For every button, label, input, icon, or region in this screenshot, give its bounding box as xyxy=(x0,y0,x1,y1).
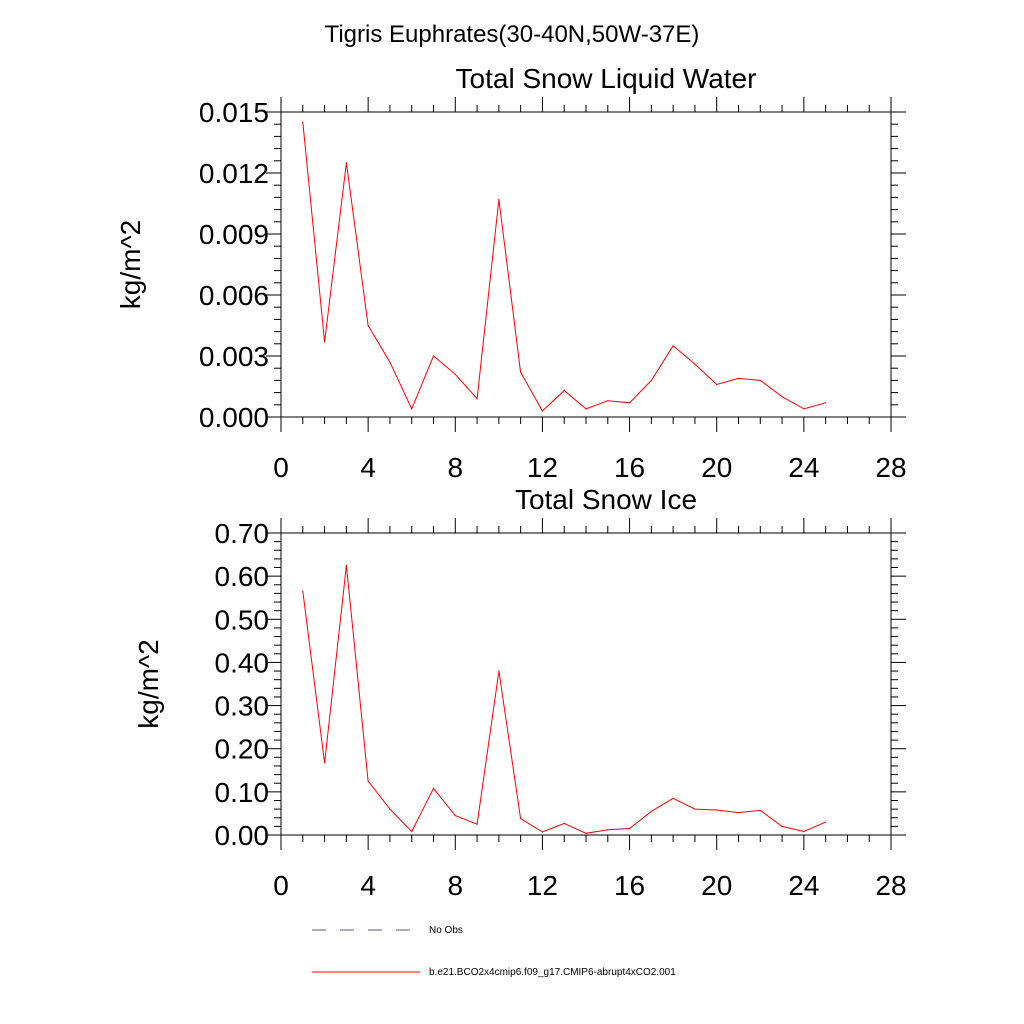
data-point xyxy=(389,361,391,363)
chart-title: Total Snow Ice xyxy=(515,484,697,515)
x-tick-label: 4 xyxy=(360,870,376,901)
y-tick-label: 0.000 xyxy=(199,402,269,433)
x-tick-label: 12 xyxy=(527,452,558,483)
data-point xyxy=(803,408,805,410)
panel-snow-liquid-water: Total Snow Liquid Water kg/m^2 0 4 8 12 16 20… xyxy=(115,63,907,483)
data-point xyxy=(476,823,478,825)
data-point xyxy=(432,355,435,357)
x-tick-label: 12 xyxy=(527,870,558,901)
data-point xyxy=(694,808,696,810)
x-tick-label: 0 xyxy=(273,452,289,483)
data-point xyxy=(432,787,435,790)
data-point xyxy=(825,821,827,823)
x-tick-label: 4 xyxy=(360,452,376,483)
legend: No Obs b.e21.BCO2x4cmip6.f09_g17.CMIP6-a… xyxy=(312,925,676,978)
y-tick-label: 0.009 xyxy=(199,219,269,250)
data-point xyxy=(672,797,674,799)
data-point xyxy=(628,402,631,404)
y-tick-label: 0.60 xyxy=(215,561,270,592)
y-tick-label: 0.003 xyxy=(199,341,269,372)
data-point xyxy=(607,400,609,402)
data-point xyxy=(585,408,587,410)
y-axis-label: kg/m^2 xyxy=(115,220,146,309)
data-point xyxy=(737,377,740,379)
y-tick-label: 0.006 xyxy=(199,280,269,311)
data-point xyxy=(302,590,304,592)
data-point xyxy=(803,830,805,833)
y-tick-label: 0.012 xyxy=(199,158,269,189)
data-point xyxy=(345,564,347,566)
x-tick-label: 0 xyxy=(273,870,289,901)
y-tick-label: 0.10 xyxy=(215,777,270,808)
data-point xyxy=(672,345,674,347)
data-point xyxy=(563,389,565,392)
y-axis-label: kg/m^2 xyxy=(133,639,164,728)
data-point xyxy=(759,379,761,381)
x-tick-label: 16 xyxy=(614,870,645,901)
data-point xyxy=(585,832,587,834)
chart-title: Total Snow Liquid Water xyxy=(456,63,757,94)
x-tick-label: 8 xyxy=(447,452,463,483)
x-tick-label: 28 xyxy=(875,870,906,901)
plot-frame xyxy=(280,111,892,418)
data-point xyxy=(498,670,500,672)
y-tick-label: 0.30 xyxy=(215,691,270,722)
data-point xyxy=(781,396,783,398)
data-point xyxy=(454,373,456,375)
x-tick-label: 28 xyxy=(875,452,906,483)
x-tick-label: 24 xyxy=(788,452,819,483)
y-tick-label: 0.50 xyxy=(215,604,270,635)
data-point xyxy=(302,121,304,123)
data-point xyxy=(520,371,522,373)
data-point xyxy=(389,808,391,810)
data-point xyxy=(737,811,740,814)
x-tick-label: 20 xyxy=(701,870,732,901)
x-tick-label: 20 xyxy=(701,452,732,483)
data-point xyxy=(716,809,718,811)
data-point xyxy=(716,383,718,386)
data-point xyxy=(825,402,827,404)
data-point xyxy=(454,814,456,817)
data-point xyxy=(498,198,500,201)
y-tick-label: 0.00 xyxy=(215,820,270,851)
y-tick-label: 0.015 xyxy=(199,97,269,128)
data-point xyxy=(541,831,544,833)
x-tick-label: 8 xyxy=(447,870,463,901)
data-point xyxy=(323,341,326,343)
data-point xyxy=(345,162,347,164)
legend-label-model: b.e21.BCO2x4cmip6.f09_g17.CMIP6-abrupt4x… xyxy=(429,967,676,978)
series-line xyxy=(302,565,826,834)
data-point xyxy=(694,363,696,365)
data-point xyxy=(781,825,783,827)
data-point xyxy=(628,827,631,830)
data-point xyxy=(476,398,478,400)
series-line xyxy=(302,122,826,412)
data-point xyxy=(650,810,652,812)
y-tick-label: 0.20 xyxy=(215,734,270,765)
data-point xyxy=(411,830,413,833)
panel-snow-ice: Total Snow Ice kg/m^2 0 4 8 12 16 20 24 28 0.00 0… xyxy=(133,484,907,901)
data-point xyxy=(367,780,369,782)
y-tick-label: 0.70 xyxy=(215,518,270,549)
page-title: Tigris Euphrates(30-40N,50W-37E) xyxy=(325,21,700,48)
y-tick-label: 0.40 xyxy=(215,647,270,678)
data-point xyxy=(563,822,565,824)
data-point xyxy=(759,809,761,812)
x-tick-label: 24 xyxy=(788,870,819,901)
data-point xyxy=(650,379,652,381)
data-point xyxy=(541,410,544,412)
data-point xyxy=(411,408,413,410)
data-point xyxy=(607,829,609,831)
plot-frame xyxy=(280,532,892,836)
data-point xyxy=(367,324,369,327)
data-point xyxy=(520,818,522,820)
x-tick-label: 16 xyxy=(614,452,645,483)
legend-label-no-obs: No Obs xyxy=(429,925,463,936)
data-point xyxy=(323,762,326,764)
